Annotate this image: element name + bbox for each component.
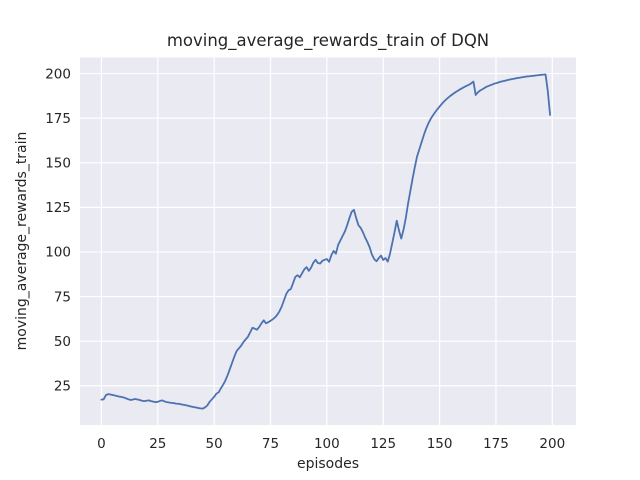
y-tick-label: 75 xyxy=(54,289,71,305)
x-tick-label: 100 xyxy=(314,436,340,452)
plot-line-dqn-rewards xyxy=(100,73,551,410)
chart-title: moving_average_rewards_train of DQN xyxy=(166,31,490,50)
x-tick-label: 25 xyxy=(149,436,166,452)
y-axis-label: moving_average_rewards_train xyxy=(14,131,30,351)
y-tick-label: 25 xyxy=(54,378,71,394)
x-tick-label: 125 xyxy=(370,436,396,452)
plot-area-background xyxy=(80,57,576,425)
x-tick-label: 150 xyxy=(427,436,453,452)
gridlines xyxy=(80,57,576,425)
y-tick-label: 200 xyxy=(45,66,71,82)
x-axis-label: episodes xyxy=(296,456,360,472)
x-tick-label: 175 xyxy=(483,436,509,452)
x-tick-label: 75 xyxy=(262,436,279,452)
y-tick-label: 125 xyxy=(45,200,71,216)
x-tick-labels: 0 25 50 75 100 125 150 175 200 xyxy=(97,436,565,452)
x-tick-label: 200 xyxy=(539,436,565,452)
y-tick-labels: 25 50 75 100 125 150 175 200 xyxy=(45,66,71,394)
y-tick-label: 175 xyxy=(45,111,71,127)
x-tick-label: 50 xyxy=(206,436,223,452)
y-tick-label: 150 xyxy=(45,155,71,171)
x-tick-label: 0 xyxy=(97,436,106,452)
y-tick-label: 100 xyxy=(45,245,71,261)
y-tick-label: 50 xyxy=(54,334,71,350)
